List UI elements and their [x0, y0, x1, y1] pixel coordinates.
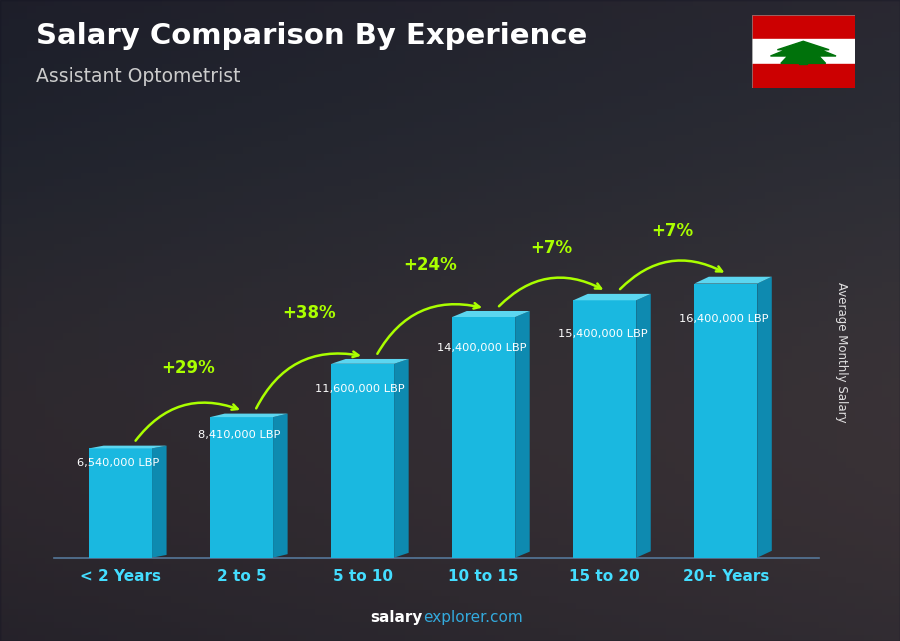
- Polygon shape: [515, 311, 530, 558]
- Text: 8,410,000 LBP: 8,410,000 LBP: [198, 430, 281, 440]
- Text: 16,400,000 LBP: 16,400,000 LBP: [679, 314, 768, 324]
- Bar: [210, 417, 273, 558]
- Polygon shape: [770, 41, 836, 63]
- Polygon shape: [394, 359, 409, 558]
- Text: explorer.com: explorer.com: [423, 610, 523, 625]
- Bar: [799, 60, 807, 63]
- Polygon shape: [273, 413, 288, 558]
- Bar: [573, 300, 636, 558]
- Text: 6,540,000 LBP: 6,540,000 LBP: [77, 458, 159, 467]
- Polygon shape: [636, 294, 651, 558]
- Bar: [752, 40, 855, 63]
- Text: 11,600,000 LBP: 11,600,000 LBP: [315, 384, 405, 394]
- Bar: [452, 317, 515, 558]
- Text: +7%: +7%: [652, 222, 694, 240]
- Text: 15,400,000 LBP: 15,400,000 LBP: [557, 329, 647, 338]
- Text: +38%: +38%: [283, 304, 337, 322]
- Polygon shape: [331, 359, 409, 364]
- Text: salary: salary: [371, 610, 423, 625]
- Polygon shape: [152, 445, 166, 558]
- Bar: [752, 63, 855, 88]
- Text: 14,400,000 LBP: 14,400,000 LBP: [436, 344, 526, 353]
- Bar: [89, 448, 152, 558]
- Polygon shape: [694, 277, 772, 283]
- Text: +29%: +29%: [161, 358, 215, 377]
- Text: Salary Comparison By Experience: Salary Comparison By Experience: [36, 22, 587, 51]
- Polygon shape: [210, 413, 288, 417]
- Text: Assistant Optometrist: Assistant Optometrist: [36, 67, 240, 87]
- Text: +24%: +24%: [403, 256, 457, 274]
- Bar: [694, 283, 757, 558]
- Polygon shape: [452, 311, 530, 317]
- Text: Average Monthly Salary: Average Monthly Salary: [835, 282, 848, 423]
- Polygon shape: [573, 294, 651, 300]
- Bar: [331, 364, 394, 558]
- Polygon shape: [89, 445, 166, 448]
- Bar: [752, 15, 855, 40]
- Text: +7%: +7%: [530, 239, 572, 257]
- Polygon shape: [757, 277, 772, 558]
